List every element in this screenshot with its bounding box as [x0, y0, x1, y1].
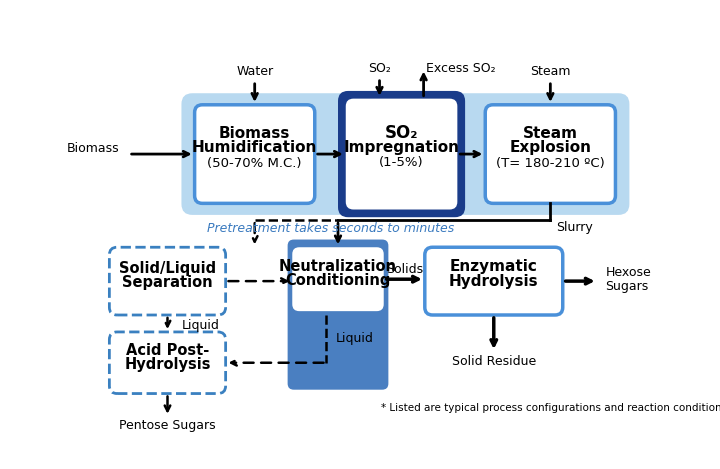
- Text: (T= 180-210 ºC): (T= 180-210 ºC): [496, 157, 605, 170]
- Text: Excess SO₂: Excess SO₂: [426, 62, 495, 75]
- Text: Pretreatment takes seconds to minutes: Pretreatment takes seconds to minutes: [207, 222, 454, 235]
- FancyBboxPatch shape: [194, 105, 315, 204]
- FancyBboxPatch shape: [109, 247, 225, 315]
- Text: Liquid: Liquid: [181, 319, 220, 332]
- FancyBboxPatch shape: [109, 332, 225, 393]
- Text: Hydrolysis: Hydrolysis: [449, 273, 539, 288]
- Text: Pentose Sugars: Pentose Sugars: [120, 419, 216, 432]
- Text: Impregnation: Impregnation: [343, 140, 459, 155]
- FancyBboxPatch shape: [485, 105, 616, 204]
- Text: Steam: Steam: [530, 65, 571, 78]
- Text: Biomass: Biomass: [219, 126, 290, 141]
- Text: Biomass: Biomass: [67, 142, 120, 155]
- FancyBboxPatch shape: [338, 91, 465, 217]
- Text: Solid/Liquid: Solid/Liquid: [119, 261, 216, 276]
- Text: * Listed are typical process configurations and reaction conditions.: * Listed are typical process configurati…: [381, 403, 720, 413]
- Text: Explosion: Explosion: [509, 140, 591, 155]
- FancyBboxPatch shape: [181, 93, 629, 215]
- Text: Steam: Steam: [523, 126, 578, 141]
- Text: Separation: Separation: [122, 275, 213, 290]
- Text: Hydrolysis: Hydrolysis: [125, 357, 211, 372]
- Text: Enzymatic: Enzymatic: [450, 259, 538, 274]
- FancyBboxPatch shape: [287, 240, 388, 390]
- FancyBboxPatch shape: [346, 98, 457, 210]
- Text: Solid Residue: Solid Residue: [451, 355, 536, 368]
- Text: SO₂: SO₂: [384, 124, 418, 142]
- Text: Humidification: Humidification: [192, 140, 318, 155]
- Text: Liquid: Liquid: [336, 332, 374, 345]
- Text: Solids: Solids: [386, 263, 423, 276]
- Text: Neutralization: Neutralization: [279, 259, 397, 274]
- FancyBboxPatch shape: [425, 247, 563, 315]
- Text: Sugars: Sugars: [606, 280, 649, 293]
- Text: SO₂: SO₂: [368, 62, 391, 75]
- Text: Slurry: Slurry: [557, 221, 593, 234]
- Text: Hexose: Hexose: [606, 266, 651, 279]
- Text: (50-70% M.C.): (50-70% M.C.): [207, 157, 302, 170]
- Text: Water: Water: [236, 65, 274, 78]
- Text: Acid Post-: Acid Post-: [126, 343, 209, 358]
- FancyBboxPatch shape: [292, 247, 384, 311]
- Text: Conditioning: Conditioning: [285, 273, 391, 288]
- Text: (1-5%): (1-5%): [379, 156, 424, 169]
